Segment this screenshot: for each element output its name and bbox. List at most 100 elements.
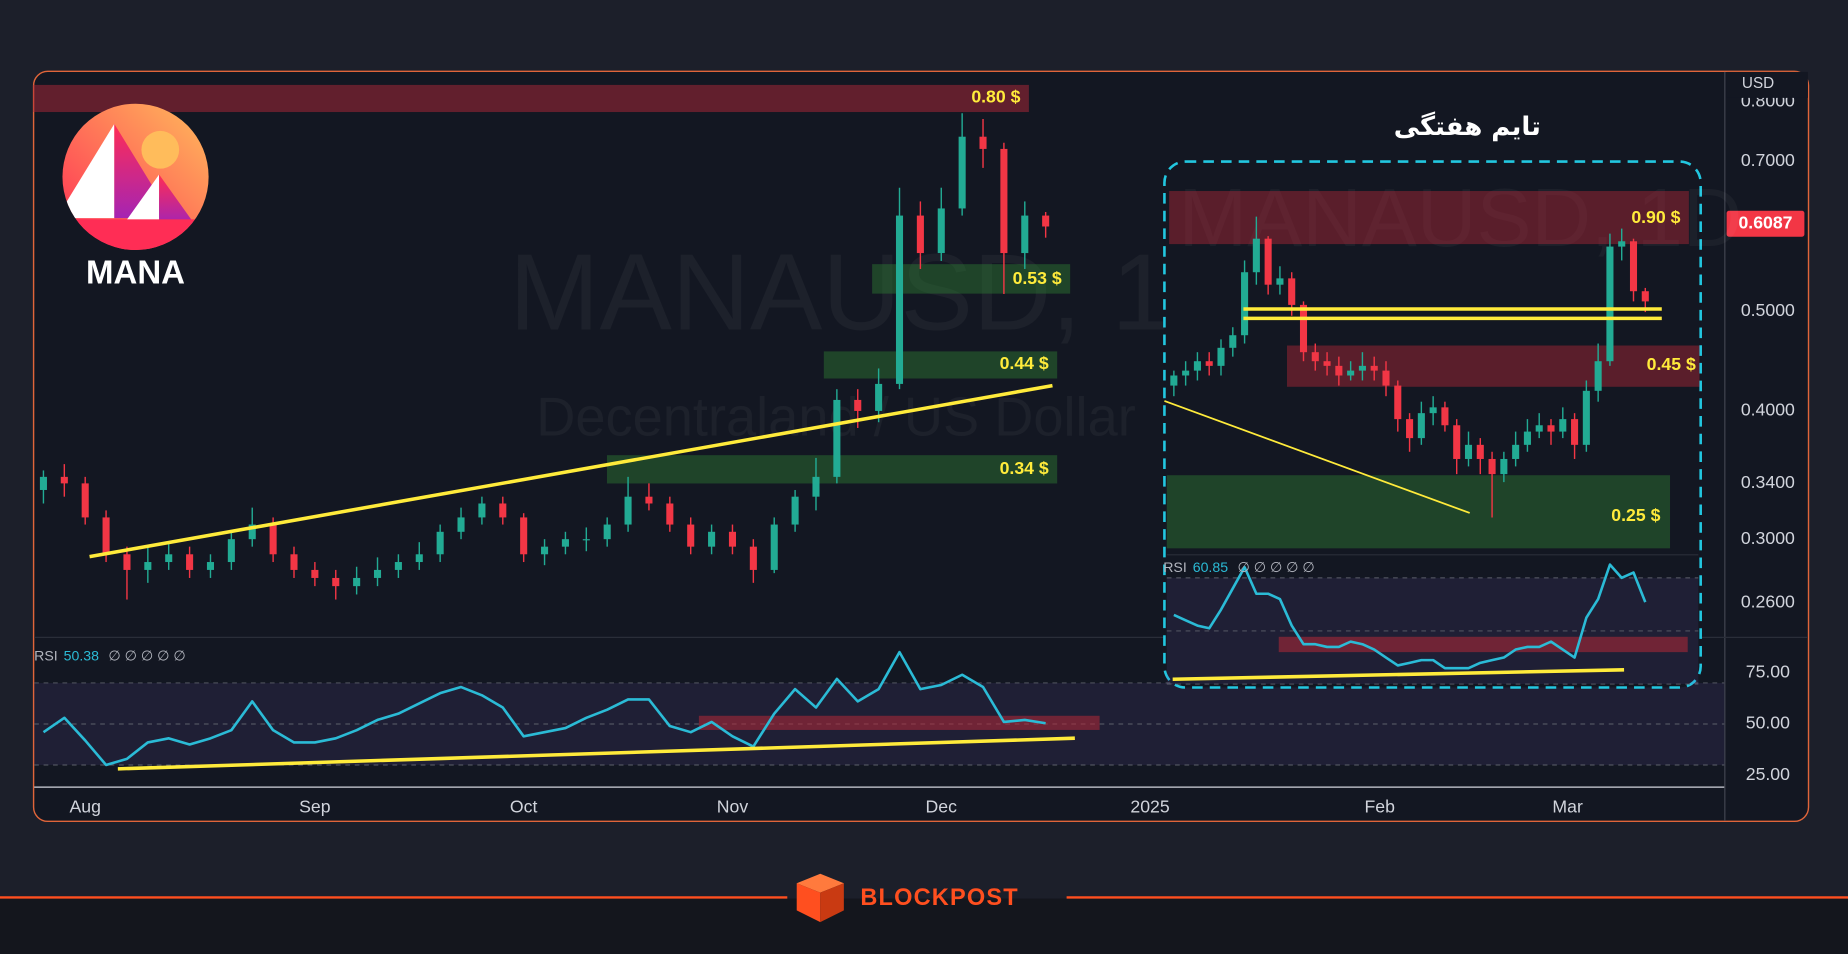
logo-sun bbox=[141, 130, 180, 169]
candle-body bbox=[1453, 425, 1461, 459]
brand-logo bbox=[796, 873, 844, 923]
candle-body bbox=[1170, 375, 1178, 386]
candle-body bbox=[1547, 425, 1555, 432]
x-tick-label: Dec bbox=[926, 796, 958, 816]
y-tick-label: 0.4000 bbox=[1741, 400, 1795, 420]
candle-body bbox=[520, 517, 528, 555]
candle-body bbox=[645, 496, 653, 504]
candle-body bbox=[687, 524, 695, 547]
candle-body bbox=[603, 524, 611, 540]
candle-body bbox=[1582, 390, 1590, 445]
inset-level-zone bbox=[1166, 475, 1671, 549]
logo-pyramid bbox=[62, 123, 115, 219]
candle-body bbox=[248, 524, 256, 540]
candle-body bbox=[875, 383, 883, 411]
inset-level-zone bbox=[1169, 191, 1689, 245]
candle-body bbox=[144, 562, 152, 570]
x-tick-label: Feb bbox=[1365, 796, 1396, 816]
candle-body bbox=[269, 524, 277, 555]
rsi-value: 50.38 bbox=[64, 648, 99, 664]
axis-unit-label: USD bbox=[1742, 75, 1774, 92]
y-tick-label: 0.7000 bbox=[1741, 150, 1795, 170]
candle-body bbox=[311, 569, 319, 578]
candle-body bbox=[937, 208, 945, 254]
rsi-trend-line bbox=[117, 736, 1075, 771]
candle-body bbox=[561, 539, 569, 547]
candle-body bbox=[791, 496, 799, 525]
candle-body bbox=[478, 503, 486, 518]
candle-body bbox=[1535, 425, 1543, 432]
level-label: 0.34 $ bbox=[1000, 458, 1049, 478]
x-tick-label: Sep bbox=[299, 796, 331, 816]
candle-body bbox=[708, 531, 716, 547]
candle-body bbox=[206, 562, 215, 570]
level-label: 0.44 $ bbox=[1000, 353, 1049, 373]
brand-cube-left bbox=[796, 883, 821, 923]
candle-body bbox=[854, 399, 862, 411]
candle-body bbox=[1311, 352, 1319, 362]
candle-body bbox=[1512, 444, 1520, 459]
candle-body bbox=[749, 546, 757, 570]
candle-body bbox=[728, 531, 737, 547]
candle-body bbox=[186, 554, 194, 570]
candle-body bbox=[1641, 291, 1649, 302]
y-tick-label: 0.5000 bbox=[1741, 300, 1795, 320]
brand-name: BLOCKPOST bbox=[860, 884, 1019, 910]
level-zone bbox=[606, 455, 1058, 484]
watermark-symbol: MANAUSD, 1D bbox=[509, 231, 1250, 352]
level-zone bbox=[33, 84, 1029, 113]
candle-body bbox=[1500, 458, 1508, 475]
candle-body bbox=[979, 136, 987, 149]
inset-rsi-inputs: ∅ ∅ ∅ ∅ ∅ bbox=[1238, 559, 1315, 575]
inset-level-label: 0.25 $ bbox=[1611, 505, 1660, 525]
candle-body bbox=[1335, 365, 1343, 376]
y-tick-label: 0.3000 bbox=[1741, 528, 1795, 548]
candle-body bbox=[81, 483, 89, 518]
candle-body bbox=[1429, 407, 1437, 414]
rsi-tick-label: 25.00 bbox=[1746, 764, 1790, 784]
inset-rsi-zone bbox=[1278, 636, 1688, 653]
rsi-tick-label: 50.00 bbox=[1746, 713, 1790, 733]
candle-body bbox=[1252, 238, 1260, 273]
inset-rsi-value: 60.85 bbox=[1193, 559, 1228, 575]
brand-cube-right bbox=[820, 883, 844, 923]
candle-body bbox=[1217, 347, 1225, 366]
candle-body bbox=[1264, 238, 1272, 285]
candle-body bbox=[812, 476, 820, 497]
candle-body bbox=[1629, 241, 1638, 292]
candle-body bbox=[1406, 419, 1414, 439]
candle-body bbox=[1441, 407, 1449, 426]
candle-body bbox=[1571, 419, 1579, 445]
candle-body bbox=[541, 546, 549, 555]
level-label: 0.80 $ bbox=[971, 87, 1020, 107]
candle-body bbox=[1276, 278, 1284, 285]
candle-body bbox=[1205, 361, 1213, 366]
inset-rsi-name: RSI bbox=[1163, 559, 1187, 575]
candle-body bbox=[770, 524, 778, 570]
candle-body bbox=[958, 136, 966, 209]
candle-body bbox=[1594, 361, 1602, 391]
level-label: 0.53 $ bbox=[1013, 268, 1062, 288]
candle-body bbox=[1288, 278, 1296, 305]
candle-body bbox=[415, 554, 423, 563]
candle-body bbox=[102, 517, 110, 555]
candle-body bbox=[1606, 246, 1614, 362]
candle-body bbox=[895, 215, 904, 384]
candle-body bbox=[1476, 444, 1484, 459]
chart-layer: MANAUSD, 1DDecentraland / US Dollar0.80 … bbox=[0, 71, 1848, 923]
level-zone bbox=[823, 351, 1058, 379]
candle-body bbox=[1182, 370, 1190, 376]
candle-body bbox=[165, 554, 173, 563]
candle-body bbox=[499, 503, 507, 518]
candle-body bbox=[353, 577, 361, 587]
candle-body bbox=[666, 503, 674, 525]
candle-body bbox=[833, 399, 841, 477]
candle-body bbox=[1488, 458, 1496, 475]
inset-level-label: 0.45 $ bbox=[1647, 354, 1696, 374]
inset-rsi-trend-line bbox=[1172, 668, 1625, 682]
y-tick-label: 0.3400 bbox=[1741, 472, 1795, 492]
candle-body bbox=[1464, 444, 1473, 459]
candle-body bbox=[1193, 361, 1201, 371]
candle-body bbox=[1370, 365, 1378, 371]
candle-body bbox=[1347, 370, 1355, 376]
